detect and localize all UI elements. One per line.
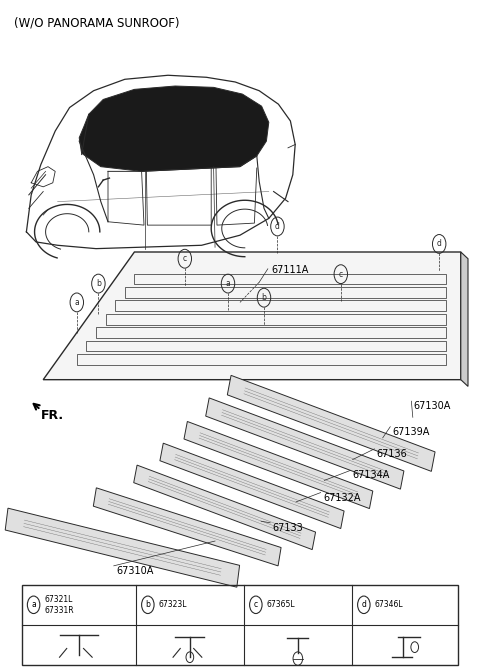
Text: c: c: [254, 600, 258, 610]
Text: a: a: [31, 600, 36, 610]
Text: 67130A: 67130A: [414, 401, 451, 411]
Text: c: c: [183, 254, 187, 263]
Text: b: b: [145, 600, 150, 610]
Text: c: c: [339, 269, 343, 279]
Text: 67139A: 67139A: [393, 427, 430, 437]
Polygon shape: [184, 421, 373, 509]
Text: d: d: [361, 600, 366, 610]
Text: (W/O PANORAMA SUNROOF): (W/O PANORAMA SUNROOF): [14, 17, 180, 30]
Polygon shape: [5, 508, 240, 587]
Text: 67133: 67133: [273, 523, 303, 533]
Text: 67310A: 67310A: [116, 566, 154, 576]
Polygon shape: [93, 488, 281, 566]
Text: FR.: FR.: [41, 409, 64, 421]
Polygon shape: [206, 398, 404, 489]
Polygon shape: [228, 376, 435, 471]
Text: d: d: [437, 239, 442, 249]
Text: 67136: 67136: [377, 449, 408, 459]
Text: d: d: [275, 222, 280, 231]
Text: 67331R: 67331R: [45, 605, 74, 615]
Polygon shape: [461, 252, 468, 386]
Polygon shape: [79, 86, 269, 171]
Text: b: b: [96, 279, 101, 288]
Polygon shape: [160, 443, 344, 529]
Bar: [22, 585, 458, 665]
Text: 67346L: 67346L: [375, 600, 404, 610]
Text: 67365L: 67365L: [267, 600, 296, 610]
Text: 67323L: 67323L: [159, 600, 187, 610]
Text: a: a: [226, 279, 230, 288]
Polygon shape: [134, 465, 315, 550]
Text: b: b: [262, 293, 266, 302]
Text: a: a: [74, 298, 79, 307]
Polygon shape: [43, 252, 461, 380]
Text: 67321L: 67321L: [45, 595, 73, 604]
Text: 67132A: 67132A: [323, 493, 360, 503]
Text: 67134A: 67134A: [353, 470, 390, 480]
Text: 67111A: 67111A: [271, 265, 309, 276]
